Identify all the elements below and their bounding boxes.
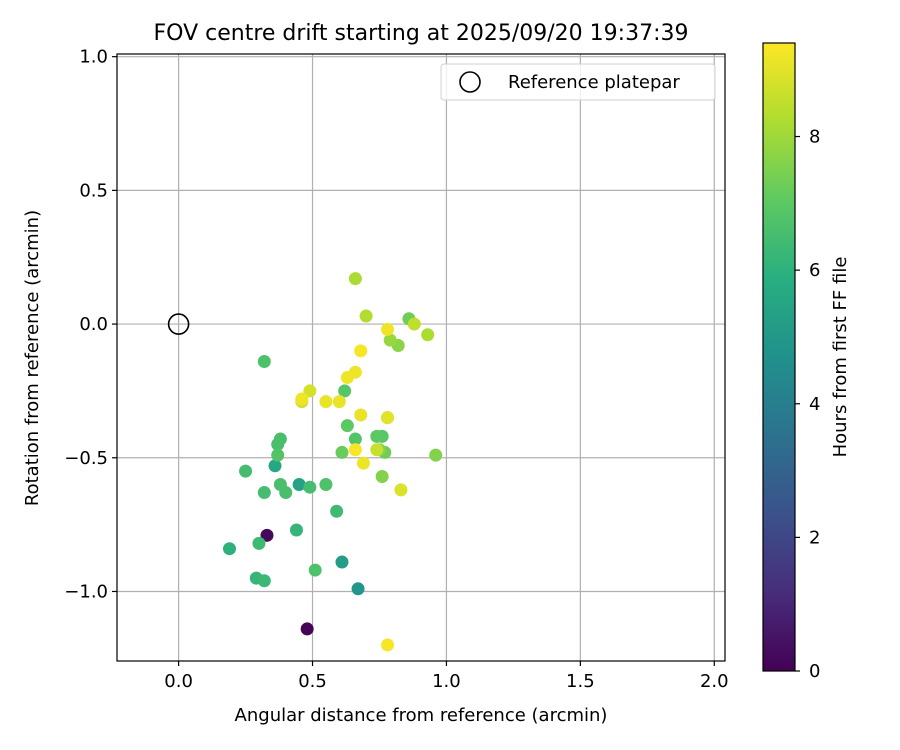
colorbar-tick-label: 8 [809,127,820,148]
grid-lines [117,54,725,661]
scatter-point [292,478,306,492]
scatter-point [354,344,368,358]
y-axis: 1.0 0.5 0.0 −0.5 −1.0 [64,47,117,602]
scatter-point [375,469,389,483]
legend-reference-marker-icon [459,71,481,93]
scatter-point [348,365,362,379]
scatter-point [356,456,370,470]
scatter-point [348,443,362,457]
scatter-point [335,555,349,569]
colorbar-tick-label: 0 [809,661,820,682]
y-tick-label: −0.5 [64,448,108,469]
scatter-point [340,419,354,433]
scatter-point [421,328,435,342]
legend: Reference platepar [440,63,716,101]
reference-marker [167,313,190,335]
x-tick-label: 2.0 [700,671,729,692]
scatter-point [273,432,287,446]
scatter-point [370,429,384,443]
scatter-point [370,443,384,457]
scatter-point [257,355,271,369]
scatter-point [300,622,314,636]
scatter-point [359,309,373,323]
scatter-point [303,480,317,494]
scatter-point [330,504,344,518]
scatter-point [279,486,293,500]
scatter-point [289,523,303,537]
scatter-point [303,384,317,398]
scatter-point [308,563,322,577]
scatter-point [381,411,395,425]
legend-label: Reference platepar [508,72,680,93]
x-axis: 0.0 0.5 1.0 1.5 2.0 [164,661,729,692]
colorbar-tick-label: 2 [809,527,820,548]
y-tick-label: 0.5 [79,180,108,201]
scatter-point [351,582,365,596]
scatter-point [222,542,236,556]
colorbar-ticks: 0 2 4 6 8 [795,127,820,682]
x-tick-label: 1.5 [566,671,595,692]
scatter-point [407,317,421,331]
scatter-point [319,395,333,409]
scatter-point [383,333,397,347]
colorbar: 0 2 4 6 8 Hours from first FF file [762,42,851,682]
x-tick-label: 0.5 [298,671,327,692]
y-tick-label: −1.0 [64,581,108,602]
x-tick-label: 1.0 [432,671,461,692]
scatter-point [338,384,352,398]
scatter-point [394,483,408,497]
scatter-point [348,432,362,446]
scatter-point [319,478,333,492]
scatter-point [381,638,395,652]
colorbar-tick-label: 4 [809,394,820,415]
chart-title: FOV centre drift starting at 2025/09/20 … [154,21,689,46]
x-tick-label: 0.0 [164,671,193,692]
x-axis-label: Angular distance from reference (arcmin) [235,705,608,726]
scatter-point [239,464,253,478]
scatter-points [222,272,443,652]
colorbar-gradient [762,42,796,672]
scatter-point [348,272,362,286]
y-tick-label: 0.0 [79,314,108,335]
scatter-point [271,448,285,462]
scatter-point [295,392,309,406]
scatter-point [257,574,271,588]
scatter-point [268,459,282,473]
colorbar-label: Hours from first FF file [830,257,851,458]
scatter-point [354,408,368,422]
y-tick-label: 1.0 [79,47,108,68]
scatter-point [381,322,395,336]
scatter-point [332,395,346,409]
y-axis-label: Rotation from reference (arcmin) [22,210,43,506]
plot-area-frame [116,53,726,662]
scatter-point [252,536,266,550]
scatter-point [335,445,349,459]
legend-box [440,63,716,101]
scatter-point [260,528,274,542]
scatter-point [257,486,271,500]
scatter-point [429,448,443,462]
colorbar-tick-label: 6 [809,260,820,281]
